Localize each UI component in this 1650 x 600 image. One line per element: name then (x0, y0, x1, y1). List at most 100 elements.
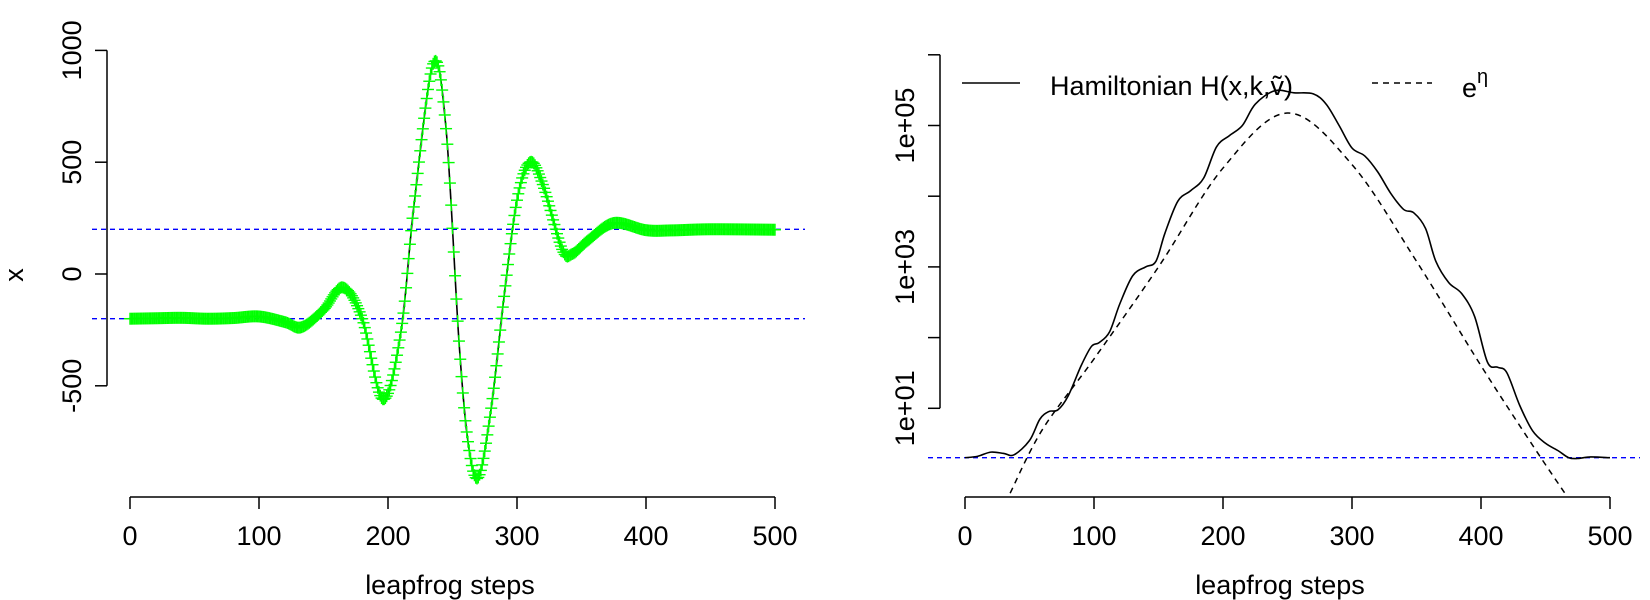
e-eta-dashed-line (1009, 112, 1566, 494)
data-point-marker (512, 187, 525, 200)
legend: Hamiltonian H(x,k,ṽ) eη (962, 66, 1488, 103)
right-y-tick-label: 1e+05 (890, 88, 920, 164)
right-x-tick-label: 300 (1329, 521, 1374, 551)
data-point-marker (409, 189, 422, 202)
left-y-axis-title: x (0, 268, 29, 282)
data-point-marker (498, 290, 511, 303)
left-trajectory-line (129, 60, 776, 480)
data-point-marker (393, 334, 406, 347)
data-point-marker (486, 392, 499, 405)
data-point-marker (420, 92, 433, 105)
legend-e-base: e (1462, 73, 1477, 103)
data-point-marker (394, 326, 407, 339)
data-point-marker (414, 144, 427, 157)
data-point-marker (501, 258, 514, 271)
data-point-marker (406, 212, 419, 225)
data-point-marker (446, 222, 459, 235)
data-point-marker (518, 164, 531, 177)
data-point-marker (461, 435, 474, 448)
data-point-marker (499, 279, 512, 292)
data-point-marker (437, 95, 450, 108)
data-point-marker (398, 295, 411, 308)
data-point-marker (480, 437, 493, 450)
data-point-marker (545, 209, 558, 222)
right-x-tick-label: 0 (957, 521, 972, 551)
data-point-marker (460, 425, 473, 438)
data-point-marker (482, 420, 495, 433)
data-point-marker (511, 194, 523, 207)
data-point-marker (531, 164, 544, 177)
data-point-marker (487, 382, 500, 395)
data-point-marker (379, 392, 392, 405)
data-point-marker (349, 296, 362, 309)
left-x-axis-title: leapfrog steps (365, 570, 535, 600)
data-point-marker (348, 294, 361, 307)
data-point-marker (509, 201, 522, 214)
data-point-marker (769, 223, 781, 236)
left-y-tick-label: -500 (57, 359, 87, 413)
data-point-marker (438, 108, 451, 121)
data-point-marker (384, 379, 397, 392)
data-point-marker (369, 371, 382, 384)
legend-eta-superscript: η (1477, 66, 1488, 88)
data-point-marker (441, 138, 454, 151)
data-point-marker (360, 327, 373, 340)
left-x-tick-label: 0 (122, 521, 137, 551)
data-point-marker (411, 167, 424, 180)
data-point-marker (476, 458, 489, 471)
data-point-marker (489, 371, 502, 384)
data-point-marker (405, 224, 418, 237)
left-y-tick-label: 0 (57, 266, 87, 281)
data-point-marker (367, 365, 380, 378)
data-point-marker (456, 386, 469, 399)
data-point-marker (388, 362, 401, 375)
data-point-marker (505, 227, 518, 240)
data-point-marker (464, 452, 477, 465)
data-point-marker (380, 390, 393, 403)
data-point-marker (434, 73, 447, 86)
data-point-marker (495, 312, 508, 325)
data-point-marker (401, 267, 414, 280)
legend-label-e-eta: eη (1462, 66, 1488, 103)
data-point-marker (423, 75, 436, 88)
left-y-tick-label: 500 (57, 140, 87, 185)
data-point-marker (442, 156, 455, 169)
data-point-marker (432, 59, 445, 72)
data-point-marker (357, 316, 370, 329)
data-point-marker (419, 102, 432, 115)
data-point-marker (459, 414, 472, 427)
data-point-marker (447, 246, 460, 258)
data-point-marker (421, 83, 434, 96)
data-point-marker (458, 401, 471, 414)
data-point-marker (513, 181, 526, 194)
right-chart-panel: 0 100 200 300 400 500 1e+01 1e+03 1e+05 leapfrog… (890, 54, 1640, 600)
data-point-marker (351, 299, 364, 312)
right-y-tick-label: 1e+01 (890, 370, 920, 446)
data-point-marker (472, 471, 485, 484)
data-point-marker (412, 156, 425, 169)
right-x-tick-label: 200 (1200, 521, 1245, 551)
left-x-tick-label: 500 (752, 521, 797, 551)
data-point-marker (403, 238, 416, 251)
left-x-tick-label: 400 (623, 521, 668, 551)
data-point-marker (443, 177, 456, 190)
data-point-marker (454, 353, 467, 366)
hamiltonian-line (964, 89, 1611, 460)
data-point-marker (529, 159, 542, 172)
data-point-marker (494, 324, 507, 337)
data-point-marker (436, 84, 449, 97)
data-point-marker (478, 445, 491, 458)
data-point-marker (490, 359, 503, 372)
right-x-tick-label: 100 (1071, 521, 1116, 551)
data-point-marker (400, 281, 413, 294)
data-point-marker (485, 402, 498, 415)
data-point-marker (503, 247, 516, 260)
left-x-tick-label: 200 (365, 521, 410, 551)
data-point-marker (424, 68, 437, 80)
data-point-marker (387, 368, 400, 381)
data-point-marker (407, 200, 420, 213)
data-point-marker (440, 122, 453, 135)
data-point-marker (347, 291, 360, 304)
data-point-marker (481, 428, 494, 441)
